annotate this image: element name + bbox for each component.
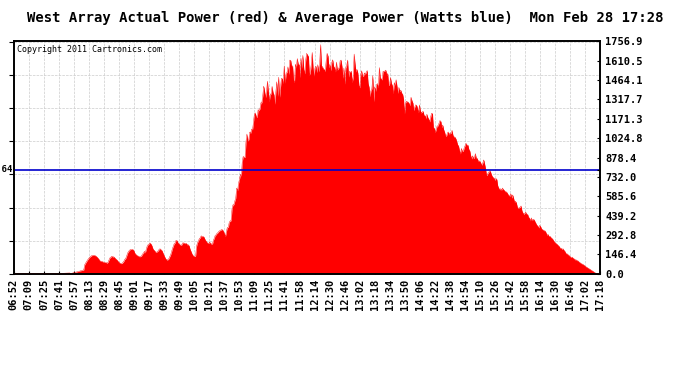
Text: West Array Actual Power (red) & Average Power (Watts blue)  Mon Feb 28 17:28: West Array Actual Power (red) & Average … [27,11,663,25]
Text: 784.64: 784.64 [0,165,12,174]
Text: Copyright 2011 Cartronics.com: Copyright 2011 Cartronics.com [17,45,161,54]
